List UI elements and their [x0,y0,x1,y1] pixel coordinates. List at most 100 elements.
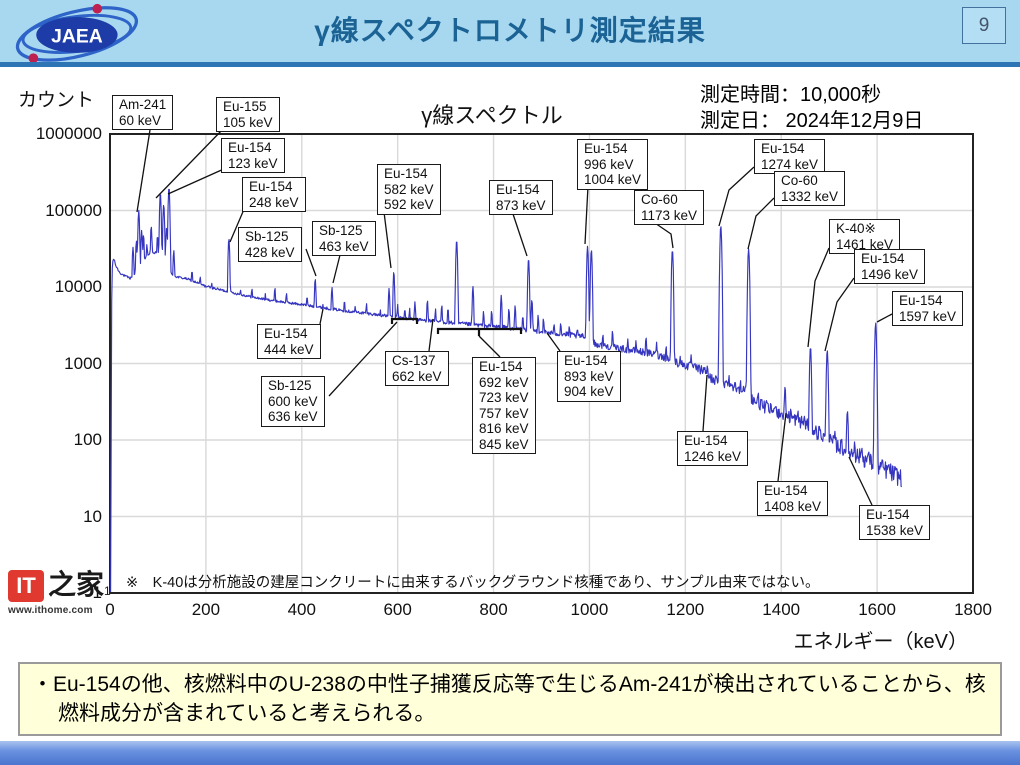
peak-label-line: Eu-154 [479,359,523,374]
chart-footnote: ※ K-40は分析施設の建屋コンクリートに由来するバックグラウンド核種であり、サ… [126,575,820,591]
peak-range-bracket [390,317,419,324]
x-tick-label: 600 [383,600,412,619]
peak-leader-line [824,277,855,352]
summary-bullet: ・ [32,673,53,696]
peak-label-line: 904 keV [564,384,614,399]
peak-leader-line [136,129,151,213]
peak-label-line: Co-60 [641,192,678,207]
summary-box: ・Eu-154の他、核燃料中のU-238の中性子捕獲反応等で生じるAm-241が… [18,662,1002,736]
peak-label-line: 873 keV [496,197,546,213]
peak-leader-line [584,185,589,245]
peak-label-line: 592 keV [384,197,434,212]
chart-title: γ線スペクトル [421,103,563,128]
peak-label-line: 123 keV [228,155,278,171]
peak-label-line: 1461 keV [836,236,894,252]
peak-label-line: 1004 keV [584,172,642,187]
peak-label-line: Eu-154 [496,182,540,197]
peak-leader-line [383,211,392,269]
peak-label-line: 816 keV [479,421,529,436]
x-tick-label: 1000 [570,600,609,619]
peak-leader-line [319,308,324,325]
peak-label-line: Eu-154 [564,353,608,368]
peak-label-box: Eu-154 444 keV [257,324,321,359]
peak-label-line: 692 keV [479,374,529,390]
peak-label-box: Eu-154 1496 keV [854,249,926,284]
peak-label-box: Eu-154 123 keV [221,138,285,173]
peak-label-line: K-40※ [836,221,876,236]
peak-label-line: Eu-154 [384,166,428,181]
peak-label-line: Eu-154 [761,141,805,156]
measurement-info: 測定時間：10,000秒 測定日： 2024年12月9日 [700,82,923,134]
peak-label-box: K-40※ 1461 keV [829,219,901,254]
header-divider [0,62,1020,67]
peak-label-line: Eu-154 [249,179,293,194]
x-tick-label: 1400 [762,600,801,619]
x-tick-label: 800 [479,600,508,619]
peak-label-box: Eu-154 1538 keV [859,505,931,540]
peak-label-line: Eu-154 [264,326,308,341]
y-tick-label: 1000000 [35,124,102,143]
y-tick-label: 10000 [54,277,102,296]
peak-label-line: Sb-125 [319,223,363,238]
peak-label-line: 662 keV [392,368,442,384]
page-title: γ線スペクトロメトリ測定結果 [314,15,706,46]
header: γ線スペクトロメトリ測定結果 JAEA 9 [0,0,1020,63]
peak-label-box: Sb-125 600 keV 636 keV [261,376,325,427]
peak-label-line: Eu-154 [584,141,628,156]
peak-label-box: Eu-154 1274 keV [754,139,826,174]
peak-label-line: 636 keV [268,409,318,424]
peak-label-box: Am-241 60 keV [112,95,174,130]
peak-leader-line [305,248,317,277]
y-tick-label: 1000 [64,353,102,373]
peak-label-box: Eu-154 873 keV [489,180,553,215]
peak-label-line: Co-60 [781,173,818,188]
peak-label-box: Eu-154 248 keV [242,177,306,212]
peak-label-box: Eu-154 1408 keV [757,481,829,516]
measurement-date: 測定日： 2024年12月9日 [700,110,924,132]
peak-label-line: 582 keV [384,181,434,197]
x-tick-label: 1800 [954,600,992,619]
peak-label-line: 845 keV [479,436,529,452]
x-tick-label: 400 [287,600,316,619]
peak-label-line: 463 keV [319,238,369,254]
peak-label-line: Eu-154 [764,483,808,498]
peak-label-line: 1538 keV [866,522,924,538]
peak-leader-line [747,197,775,250]
peak-label-line: 723 keV [479,390,529,405]
peak-label-line: 444 keV [264,341,314,357]
peak-label-line: 996 keV [584,156,634,172]
peak-label-line: Am-241 [119,97,167,112]
peak-label-box: Eu-155 105 keV [216,97,280,132]
peak-leader-line [428,318,434,352]
peak-label-line: 1173 keV [641,207,698,223]
peak-leader-line [511,210,528,257]
svg-text:JAEA: JAEA [51,26,103,48]
peak-label-box: Eu-154 1246 keV [677,431,749,466]
footer-bar [0,741,1020,765]
peak-label-line: 893 keV [564,368,614,384]
peak-leader-line [848,456,873,506]
peak-label-line: 1246 keV [684,448,742,464]
peak-leader-line [167,167,227,195]
page-number: 9 [962,7,1006,44]
summary-text: Eu-154の他、核燃料中のU-238の中性子捕獲反応等で生じるAm-241が検… [53,673,986,725]
x-tick-label: 200 [191,600,221,619]
peak-leader-line [328,321,398,397]
peak-label-line: 757 keV [479,405,529,421]
peak-label-box: Eu-154 582 keV 592 keV [377,164,441,215]
peak-leader-line [546,332,561,352]
ithome-url: www.ithome.com [8,605,93,616]
peak-label-line: Eu-154 [228,140,272,155]
peak-leader-line [229,206,246,243]
peak-label-box: Sb-125 428 keV [238,227,302,262]
peak-leader-line [777,412,787,482]
peak-label-line: Eu-154 [684,433,728,448]
peak-leader-line [718,166,755,227]
peak-label-line: 60 keV [119,112,162,128]
peak-label-line: 1597 keV [899,308,957,324]
peak-label-line: 105 keV [223,114,273,130]
ithome-watermark: IT 之家 1 www.ithome.com [8,570,118,616]
peak-label-box: Cs-137 662 keV [385,351,449,386]
peak-label-line: 1332 keV [781,188,839,204]
peak-leader-line [876,313,893,323]
